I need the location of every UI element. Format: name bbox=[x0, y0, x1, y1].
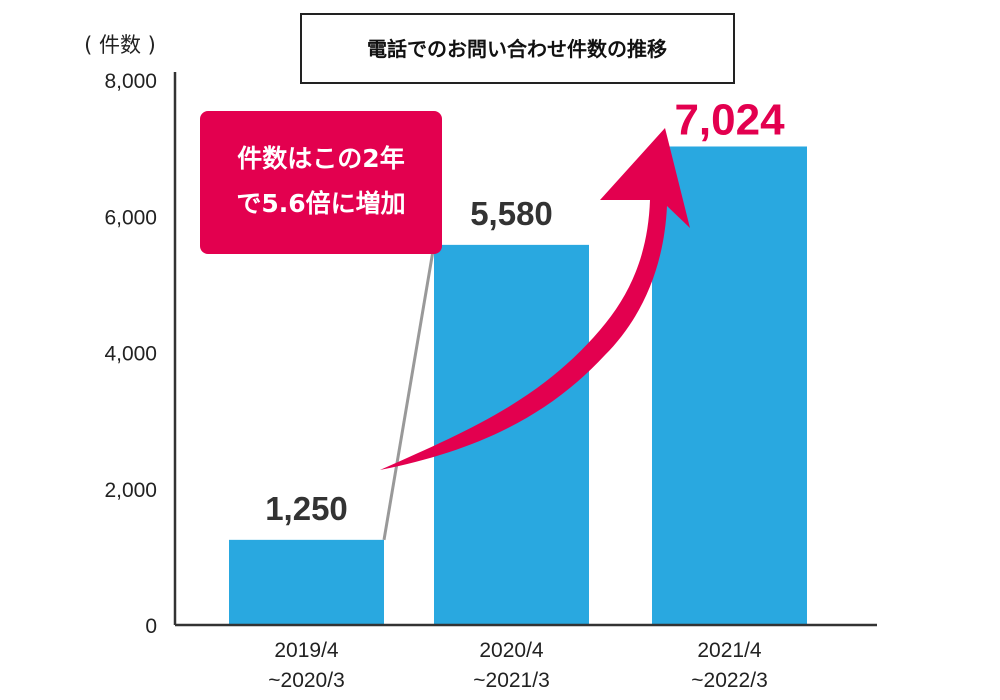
growth-arrow-icon bbox=[380, 128, 690, 470]
y-tick-label: 0 bbox=[145, 615, 157, 638]
chart-title-box bbox=[300, 13, 735, 84]
y-axis-ticks: 0 2,000 4,000 6,000 8,000 bbox=[104, 70, 157, 638]
y-axis-unit-label: ( 件数 ) bbox=[84, 33, 156, 57]
callout-line-2: で5.6倍に増加 bbox=[236, 189, 405, 218]
chart-title: 電話でのお問い合わせ件数の推移 bbox=[367, 37, 667, 61]
y-tick-label: 2,000 bbox=[104, 479, 157, 502]
bar bbox=[652, 146, 807, 626]
value-label: 1,250 bbox=[265, 490, 348, 527]
y-tick-label: 8,000 bbox=[104, 70, 157, 93]
value-label-highlight: 7,024 bbox=[674, 95, 785, 144]
x-category-label: ~2022/3 bbox=[691, 669, 768, 692]
x-category-label: 2020/4 bbox=[479, 639, 544, 662]
callout-line-1: 件数はこの2年 bbox=[237, 144, 404, 173]
y-tick-label: 6,000 bbox=[104, 206, 157, 229]
x-category-label: 2021/4 bbox=[697, 639, 762, 662]
callout-box bbox=[200, 111, 442, 254]
x-category-label: ~2021/3 bbox=[473, 669, 550, 692]
value-label: 5,580 bbox=[470, 195, 553, 232]
bars: 1,250 5,580 7,024 bbox=[229, 95, 807, 626]
bar bbox=[229, 539, 384, 625]
x-category-label: 2019/4 bbox=[274, 639, 339, 662]
connector-line bbox=[382, 244, 436, 541]
y-tick-label: 4,000 bbox=[104, 343, 157, 366]
x-category-label: ~2020/3 bbox=[268, 669, 345, 692]
category-labels: 2019/4 ~2020/3 2020/4 ~2021/3 2021/4 ~2022/3 bbox=[268, 639, 768, 692]
